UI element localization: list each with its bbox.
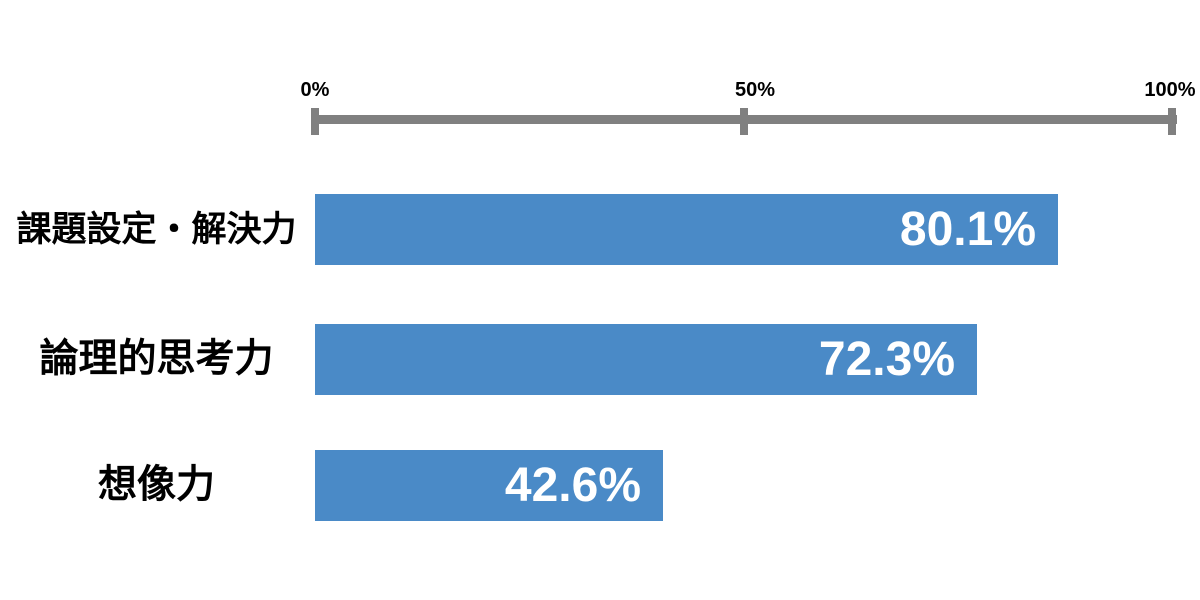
bar: 80.1% xyxy=(315,194,1058,265)
bar-row: 課題設定・解決力 80.1% xyxy=(0,194,1200,265)
x-axis-tick-mark-100 xyxy=(1168,108,1176,135)
category-label: 課題設定・解決力 xyxy=(16,209,297,249)
x-axis-tick-label-100: 100% xyxy=(1144,79,1196,101)
x-axis-tick-label-50: 50% xyxy=(734,79,776,101)
category-label: 想像力 xyxy=(97,463,215,507)
bar-value-label: 42.6% xyxy=(504,458,641,512)
x-axis-tick-mark-0 xyxy=(311,108,319,135)
bar-row: 想像力 42.6% xyxy=(0,450,1200,521)
bar-value-label: 72.3% xyxy=(818,332,955,386)
bar-row: 論理的思考力 72.3% xyxy=(0,324,1200,395)
x-axis-tick-label-0: 0% xyxy=(300,79,330,101)
bar-value-label: 80.1% xyxy=(899,202,1036,256)
bar: 72.3% xyxy=(315,324,977,395)
bar: 42.6% xyxy=(315,450,663,521)
x-axis-tick-mark-50 xyxy=(740,108,748,135)
category-label: 論理的思考力 xyxy=(39,337,274,381)
